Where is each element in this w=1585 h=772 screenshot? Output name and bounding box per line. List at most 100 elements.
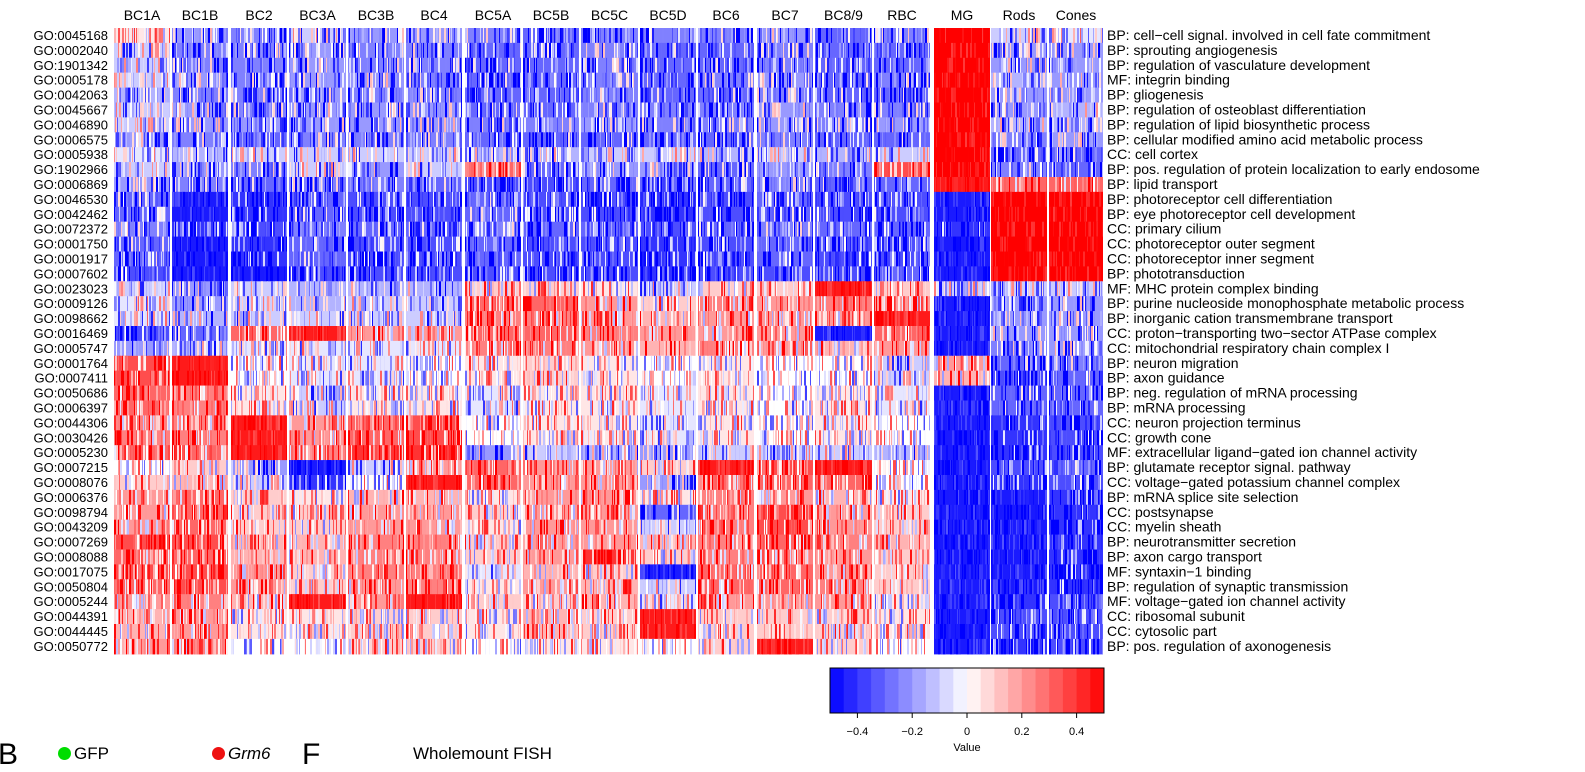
heatmap-cell-stripe — [355, 132, 356, 148]
heatmap-cell-stripe — [810, 147, 811, 163]
heatmap-cell-stripe — [237, 42, 238, 59]
heatmap-cell-stripe — [272, 221, 273, 238]
heatmap-cell-stripe — [597, 162, 599, 178]
heatmap-cell-stripe — [148, 42, 149, 59]
heatmap-cell-stripe — [971, 177, 972, 193]
heatmap-cell-stripe — [989, 147, 990, 163]
heatmap-cell-stripe — [465, 42, 467, 59]
heatmap-cell-stripe — [606, 177, 608, 193]
heatmap-cell-stripe — [571, 72, 573, 89]
heatmap-cell-stripe — [895, 206, 897, 223]
heatmap-cell-stripe — [825, 87, 827, 104]
heatmap-cell-stripe — [620, 117, 622, 133]
heatmap-cell-stripe — [201, 28, 202, 44]
heatmap-cell-stripe — [265, 132, 266, 148]
heatmap-cell-stripe — [379, 87, 380, 104]
heatmap-cell-stripe — [656, 117, 657, 133]
heatmap-cell-stripe — [250, 191, 252, 208]
heatmap-cell-stripe — [690, 147, 691, 163]
heatmap-cell-stripe — [489, 72, 491, 89]
heatmap-cell-stripe — [370, 72, 372, 89]
heatmap-cell-stripe — [467, 162, 469, 178]
heatmap-cell-stripe — [207, 147, 208, 163]
heatmap-cell-stripe — [472, 87, 473, 104]
heatmap-cell-stripe — [317, 57, 318, 74]
heatmap-cell-stripe — [352, 147, 353, 163]
heatmap-cell-stripe — [919, 177, 920, 193]
heatmap-cell-stripe — [1070, 72, 1072, 89]
heatmap-cell-stripe — [660, 206, 662, 223]
heatmap-cell-stripe — [949, 57, 951, 74]
heatmap-cell-stripe — [861, 162, 862, 178]
heatmap-cell-stripe — [186, 57, 187, 74]
heatmap-cell-stripe — [353, 72, 355, 89]
heatmap-cell-stripe — [401, 221, 402, 238]
heatmap-cell-stripe — [602, 87, 604, 104]
heatmap-cell-stripe — [1028, 42, 1030, 59]
heatmap-cell-stripe — [481, 206, 483, 223]
heatmap-cell-stripe — [887, 206, 888, 223]
heatmap-cell-stripe — [481, 177, 482, 193]
heatmap-cell-stripe — [192, 221, 193, 238]
heatmap-cell-stripe — [700, 28, 702, 44]
heatmap-cell-stripe — [598, 147, 600, 163]
heatmap-cell-stripe — [683, 57, 684, 74]
heatmap-cell-stripe — [694, 177, 695, 193]
heatmap-cell-stripe — [838, 191, 839, 208]
heatmap-cell-stripe — [1094, 117, 1096, 133]
heatmap-cell-stripe — [968, 206, 969, 223]
heatmap-cell-stripe — [720, 57, 721, 74]
heatmap-cell-stripe — [636, 177, 638, 193]
heatmap-cell-stripe — [251, 132, 253, 148]
heatmap-cell-stripe — [569, 72, 571, 89]
heatmap-cell-stripe — [805, 102, 806, 118]
heatmap-cell-stripe — [364, 221, 366, 238]
heatmap-cell-stripe — [1075, 117, 1077, 133]
heatmap-cell-stripe — [679, 42, 681, 59]
heatmap-cell-stripe — [116, 177, 118, 193]
heatmap-cell-stripe — [864, 72, 866, 89]
heatmap-cell-stripe — [1010, 42, 1011, 59]
heatmap-cell-stripe — [338, 206, 340, 223]
heatmap-cell-stripe — [182, 221, 184, 238]
heatmap-cell-stripe — [274, 191, 275, 208]
heatmap-cell-stripe — [588, 28, 590, 44]
heatmap-cell-stripe — [899, 72, 901, 89]
heatmap-cell-stripe — [762, 57, 763, 74]
heatmap-cell-stripe — [739, 102, 740, 118]
heatmap-cell-stripe — [366, 42, 368, 59]
heatmap-cell-stripe — [656, 102, 657, 118]
heatmap-cell-stripe — [467, 191, 469, 208]
heatmap-cell-stripe — [1065, 162, 1067, 178]
heatmap-cell-stripe — [532, 177, 534, 193]
heatmap-cell-stripe — [747, 132, 749, 148]
heatmap-cell-stripe — [1001, 28, 1003, 44]
heatmap-cell-stripe — [516, 102, 517, 118]
heatmap-cell-stripe — [307, 177, 309, 193]
heatmap-cell-stripe — [993, 191, 994, 208]
heatmap-cell-stripe — [962, 57, 963, 74]
heatmap-cell-stripe — [345, 147, 346, 163]
heatmap-cell-stripe — [686, 117, 688, 133]
heatmap-cell-stripe — [598, 206, 600, 223]
heatmap-cell-stripe — [951, 42, 953, 59]
heatmap-cell-stripe — [1035, 147, 1037, 163]
heatmap-cell-stripe — [1033, 72, 1034, 89]
heatmap-cell-stripe — [715, 42, 717, 59]
heatmap-cell-stripe — [1006, 147, 1008, 163]
heatmap-cell-stripe — [714, 87, 716, 104]
heatmap-cell-stripe — [407, 72, 409, 89]
heatmap-cell-stripe — [504, 42, 506, 59]
heatmap-cell-stripe — [271, 72, 273, 89]
heatmap-cell-stripe — [989, 132, 990, 148]
heatmap-cell-stripe — [1006, 42, 1008, 59]
heatmap-cell-stripe — [1002, 177, 1004, 193]
heatmap-cell-stripe — [850, 132, 851, 148]
heatmap-cell-stripe — [626, 87, 628, 104]
heatmap-cell-stripe — [955, 117, 956, 133]
heatmap-cell-stripe — [970, 57, 971, 74]
heatmap-cell-stripe — [363, 177, 365, 193]
heatmap-cell-stripe — [700, 132, 701, 148]
heatmap-cell-stripe — [674, 117, 676, 133]
heatmap-cell-stripe — [301, 42, 303, 59]
